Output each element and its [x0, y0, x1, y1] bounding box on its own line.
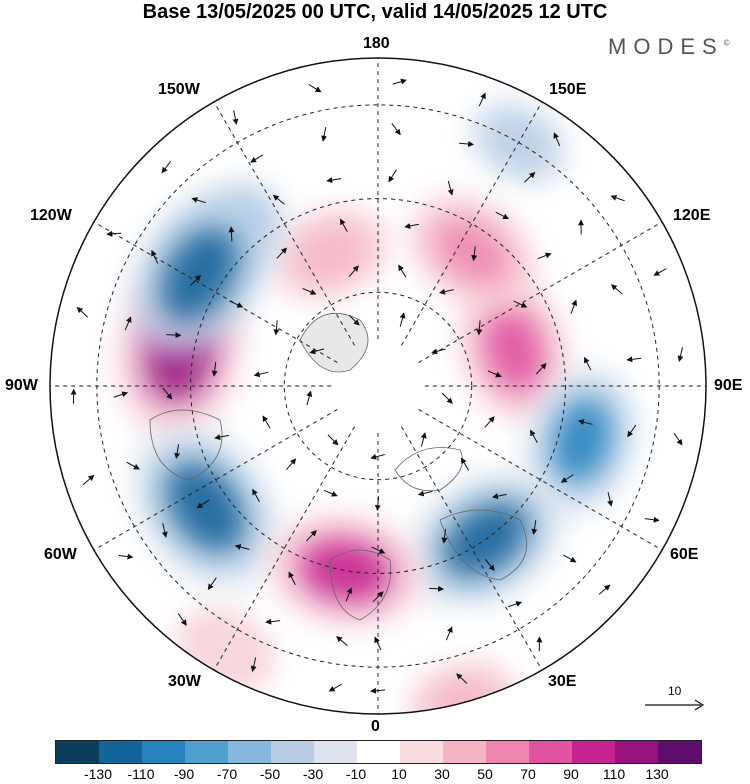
- colorbar-tick-label: -70: [217, 766, 237, 782]
- colorbar-swatch: [443, 741, 486, 763]
- lon-label-120w: 120W: [30, 207, 72, 225]
- lon-label-150w: 150W: [158, 81, 200, 99]
- colorbar-tick-label: -10: [346, 766, 366, 782]
- colorbar-tick-label: 10: [391, 766, 407, 782]
- colorbar-tick-label: 70: [520, 766, 536, 782]
- colorbar-tick-label: 90: [563, 766, 579, 782]
- colorbar-tick-label: -90: [174, 766, 194, 782]
- colorbar-tick-label: 30: [434, 766, 450, 782]
- colorbar-tick-label: -110: [128, 766, 155, 782]
- colorbar-tick-label: -50: [260, 766, 280, 782]
- colorbar-swatch: [99, 741, 142, 763]
- colorbar-swatch: [228, 741, 271, 763]
- colorbar-tick-label: -130: [84, 766, 112, 782]
- colorbar-swatch: [486, 741, 529, 763]
- reference-vector-label: 10: [668, 684, 681, 698]
- colorbar-swatch: [56, 741, 99, 763]
- lon-label-150e: 150E: [549, 81, 586, 99]
- lon-label-60w: 60W: [44, 546, 77, 564]
- colorbar-tick-label: -30: [303, 766, 323, 782]
- colorbar-tick-label: 130: [645, 766, 668, 782]
- colorbar-swatch: [658, 741, 701, 763]
- lon-label-90e: 90E: [714, 377, 742, 395]
- colorbar-swatch: [142, 741, 185, 763]
- colorbar-swatch: [615, 741, 658, 763]
- reference-vector-arrow-icon: [643, 698, 705, 712]
- colorbar-swatch: [529, 741, 572, 763]
- colorbar-swatch: [271, 741, 314, 763]
- lon-label-30w: 30W: [168, 673, 201, 691]
- colorbar-swatch: [572, 741, 615, 763]
- colorbar-tick-label: 110: [603, 766, 625, 782]
- colorbar-tick-label: 50: [477, 766, 493, 782]
- colorbar-swatch: [400, 741, 443, 763]
- lon-label-120e: 120E: [673, 207, 710, 225]
- colorbar-swatch: [314, 741, 357, 763]
- colorbar-swatch: [185, 741, 228, 763]
- colorbar-ticks: -130 -110 -90 -70 -50 -30 -10 10 30 50 70 90 110 130: [0, 766, 750, 784]
- lon-label-60e: 60E: [670, 546, 698, 564]
- lon-label-180: 180: [363, 35, 390, 53]
- lon-label-90w: 90W: [5, 377, 38, 395]
- colorbar: [55, 740, 702, 764]
- colorbar-swatch: [357, 741, 400, 763]
- lon-label-0: 0: [371, 718, 380, 736]
- lon-label-30e: 30E: [548, 673, 576, 691]
